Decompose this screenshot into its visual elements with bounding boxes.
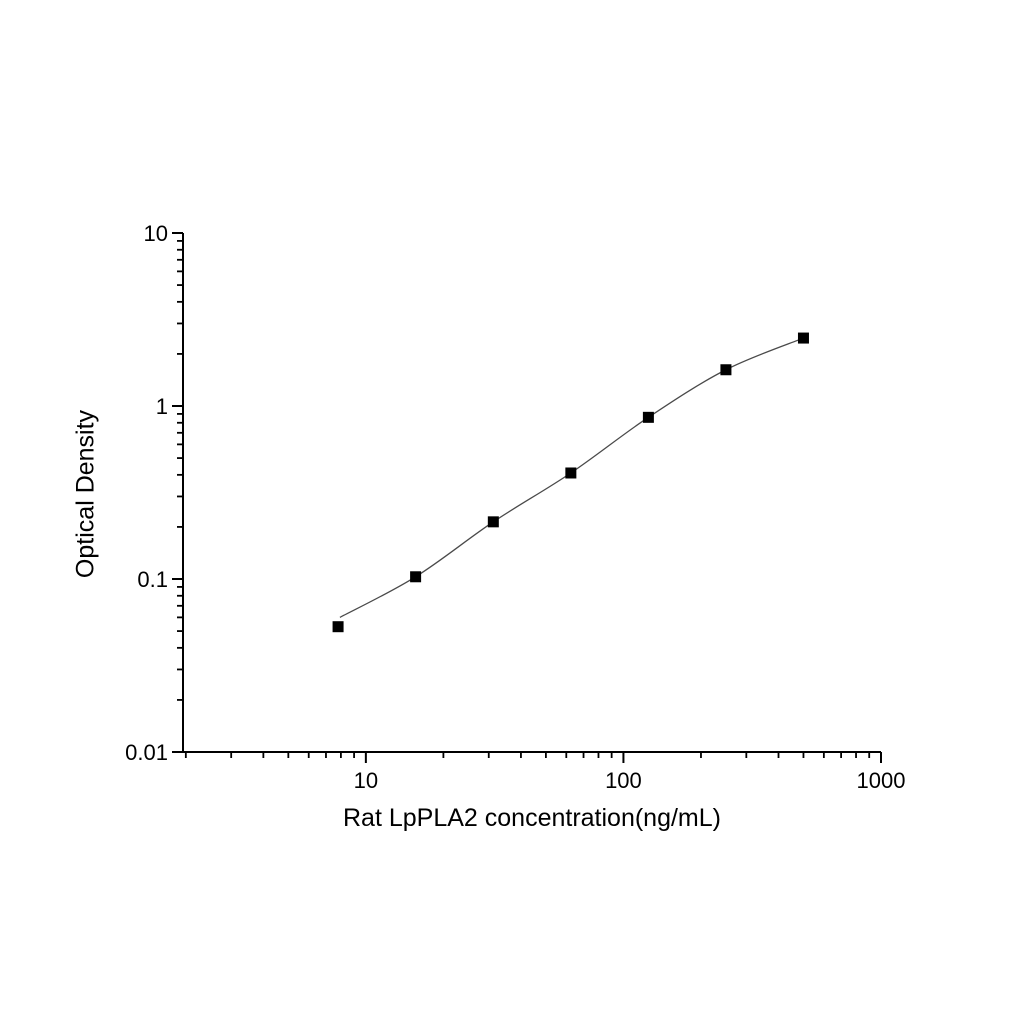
x-tick-label: 10 (354, 768, 378, 793)
x-axis-title: Rat LpPLA2 concentration(ng/mL) (343, 804, 721, 832)
x-tick-label: 100 (605, 768, 642, 793)
axis-lines (182, 233, 881, 753)
data-point-marker (565, 467, 577, 479)
y-tick-label: 1 (156, 394, 168, 419)
data-point-marker (642, 411, 654, 423)
x-tick-label: 1000 (857, 768, 906, 793)
data-point-marker (487, 516, 499, 528)
y-axis-title: Optical Density (71, 409, 100, 579)
y-tick-label: 10 (144, 221, 168, 246)
data-point-marker (410, 571, 422, 583)
y-tick-label: 0.1 (137, 567, 168, 592)
data-point-marker (797, 332, 809, 344)
data-point-marker (332, 621, 344, 633)
data-point-marker (720, 364, 732, 376)
y-tick-label: 0.01 (125, 740, 168, 765)
